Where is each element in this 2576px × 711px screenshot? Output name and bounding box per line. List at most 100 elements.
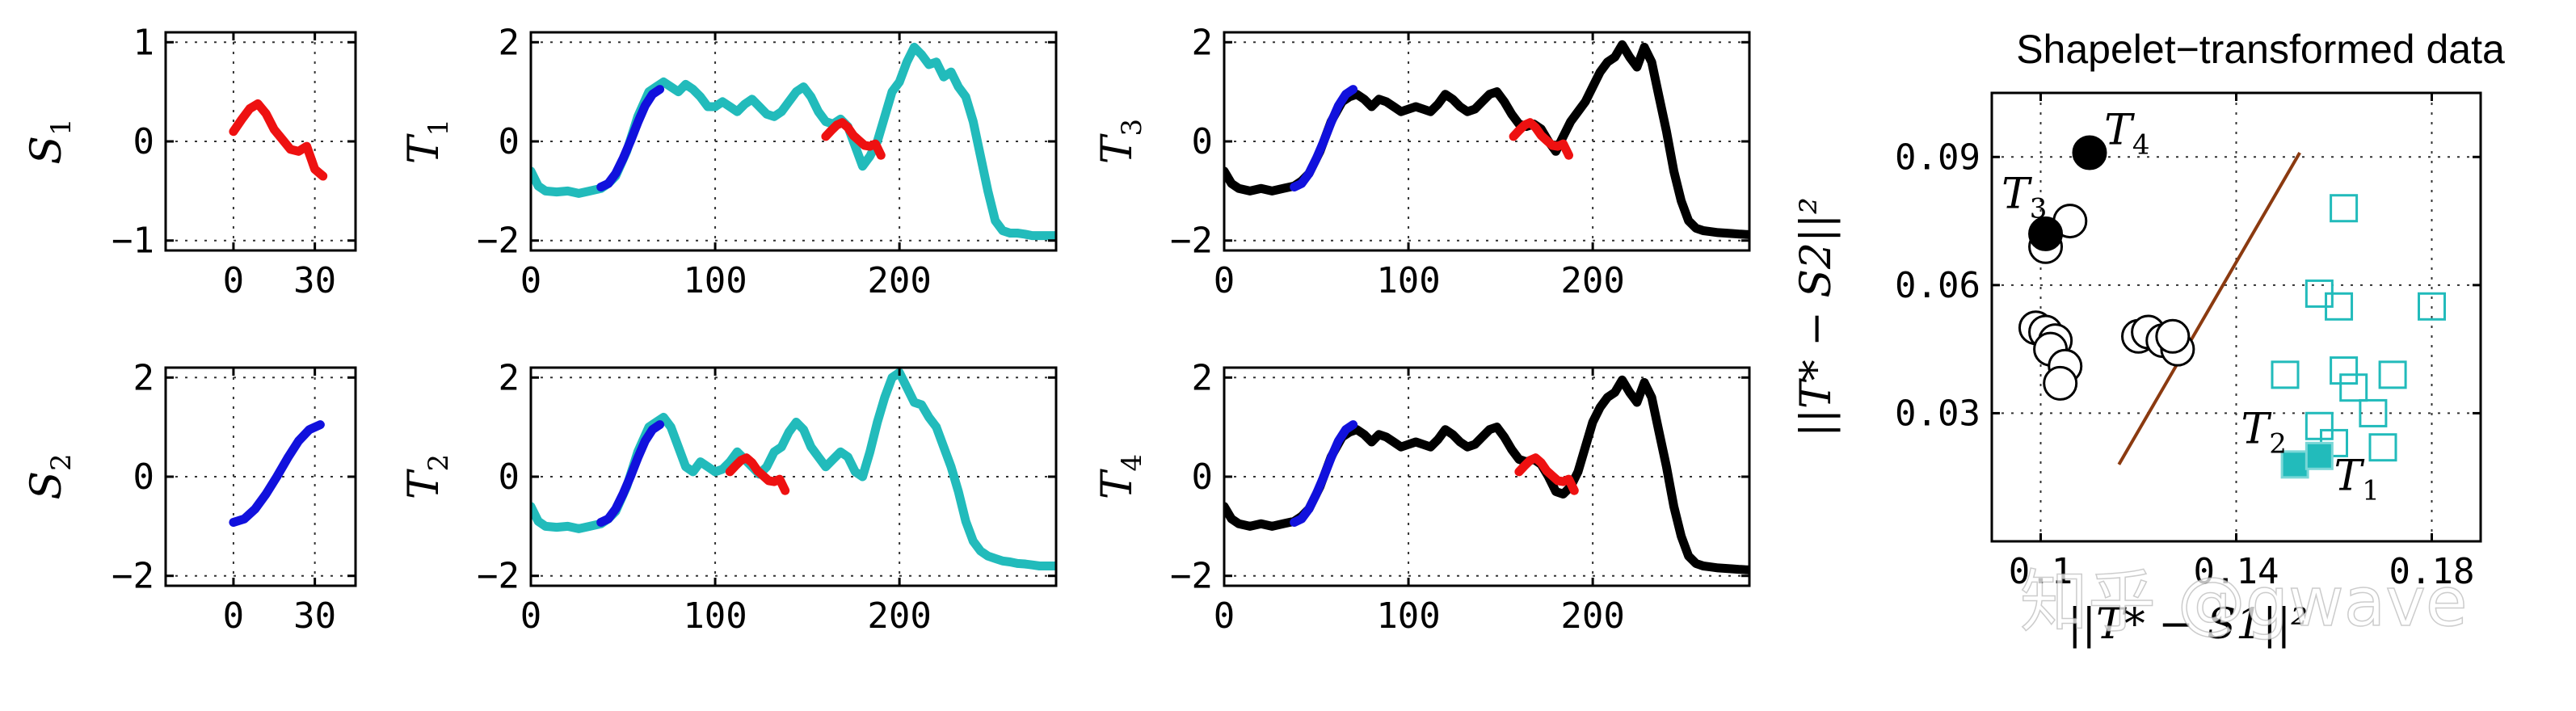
y-tick-label: −2 xyxy=(1170,221,1213,262)
annotation-subscript: 1 xyxy=(2362,475,2380,507)
annotation-T3: T3 xyxy=(2001,170,2047,225)
series-cyan-line xyxy=(531,368,1056,570)
series-red-line xyxy=(725,453,790,495)
axis-frame xyxy=(164,366,357,587)
circle-point xyxy=(2043,365,2078,401)
y-tick-label: 0.09 xyxy=(1895,137,1980,178)
x-tick-label: 30 xyxy=(293,595,336,637)
series-blue-line xyxy=(596,420,665,527)
x-tick-label: 200 xyxy=(867,595,931,637)
x-tick-label: 0 xyxy=(520,595,542,637)
x-tick-label: 100 xyxy=(1376,595,1440,637)
series-blue-line xyxy=(1290,420,1358,527)
x-tick-label: 200 xyxy=(1560,260,1624,301)
y-tick-label: 0 xyxy=(1192,121,1214,162)
decision-boundary-line xyxy=(2117,151,2301,465)
series-blue-line xyxy=(596,85,665,191)
y-axis-label-subscript: 4 xyxy=(1116,454,1148,472)
x-tick-label: 0 xyxy=(1214,260,1235,301)
y-tick-label: 0 xyxy=(1192,456,1214,498)
filled-circle-point xyxy=(2028,216,2064,251)
filled-square-point xyxy=(2280,450,2309,479)
y-tick-label: 2 xyxy=(1192,22,1214,63)
watermark-text: 知乎 @gwave xyxy=(2020,562,2468,642)
plot-area xyxy=(229,420,325,527)
series-blue-line xyxy=(229,420,325,527)
square-point xyxy=(2271,360,2300,389)
x-tick-label: 0 xyxy=(520,260,542,301)
square-point xyxy=(2325,292,2354,321)
series-black-line xyxy=(1224,375,1749,574)
square-point xyxy=(2330,194,2359,223)
y-tick-label: 2 xyxy=(499,22,520,63)
x-tick-label: 30 xyxy=(293,260,336,301)
y-tick-label: 2 xyxy=(499,357,520,398)
annotation-subscript: 4 xyxy=(2132,128,2150,161)
series-blue-line xyxy=(1290,85,1358,191)
x-tick-label: 0 xyxy=(1214,595,1235,637)
square-point xyxy=(2339,373,2368,402)
circle-point xyxy=(2155,318,2191,354)
watermark: 知乎 @gwave xyxy=(2019,557,2537,646)
y-tick-label: 0 xyxy=(499,121,520,162)
series-red-line xyxy=(1514,453,1579,495)
filled-square-point xyxy=(2305,441,2334,470)
y-tick-label: −2 xyxy=(477,221,520,262)
series-red-line xyxy=(1509,118,1573,160)
x-tick-label: 100 xyxy=(683,595,747,637)
series-black-line xyxy=(1224,40,1749,239)
y-axis-label: T1 xyxy=(400,119,455,164)
x-tick-label: 100 xyxy=(1376,260,1440,301)
plot-area xyxy=(1224,375,1749,574)
x-tick-label: 0 xyxy=(223,595,245,637)
y-axis-label-subscript: 2 xyxy=(45,453,78,471)
x-tick-label: 200 xyxy=(1560,595,1624,637)
plot-area xyxy=(2018,135,2446,479)
series-red-line xyxy=(821,118,886,160)
y-tick-label: −2 xyxy=(1170,556,1213,597)
plot-area xyxy=(229,99,328,181)
y-tick-label: 0 xyxy=(133,121,155,162)
x-tick-label: 100 xyxy=(683,260,747,301)
y-axis-label: T2 xyxy=(400,454,455,499)
chart-title: Shapelet−transformed data xyxy=(2016,27,2505,72)
y-axis-label: S1 xyxy=(23,118,78,164)
y-axis-label-subscript: 1 xyxy=(45,118,78,136)
annotation-T4: T4 xyxy=(2104,106,2149,161)
x-tick-label: 0 xyxy=(223,260,245,301)
y-tick-label: 0 xyxy=(133,456,155,498)
series-red-line xyxy=(229,99,328,181)
y-tick-label: 0.06 xyxy=(1895,265,1980,306)
x-tick-label: 0.1 xyxy=(2009,551,2073,592)
annotation-T2: T2 xyxy=(2241,405,2287,460)
y-axis-label-subscript: 3 xyxy=(1116,119,1148,137)
axis-frame xyxy=(164,31,357,252)
x-axis-label: ||T* − S1||² xyxy=(2068,600,2308,649)
y-tick-label: 1 xyxy=(133,22,155,63)
square-point xyxy=(2418,292,2446,321)
square-point xyxy=(2359,398,2388,427)
plot-area xyxy=(531,368,1056,570)
y-tick-label: 0 xyxy=(499,456,520,498)
y-tick-label: 2 xyxy=(1192,357,1214,398)
y-tick-label: −2 xyxy=(112,556,154,597)
y-axis-label: T4 xyxy=(1093,454,1148,499)
plot-area xyxy=(1224,40,1749,239)
y-axis-label: T3 xyxy=(1093,119,1148,164)
y-axis-label: ||T* − S2||² xyxy=(1792,197,1841,437)
plot-area xyxy=(531,42,1056,241)
x-tick-label: 0.18 xyxy=(2389,551,2475,592)
filled-circle-point xyxy=(2072,135,2107,170)
y-axis-label-subscript: 2 xyxy=(423,454,455,472)
square-point xyxy=(2368,433,2397,462)
annotation-subscript: 3 xyxy=(2030,193,2048,225)
square-point xyxy=(2305,411,2334,440)
